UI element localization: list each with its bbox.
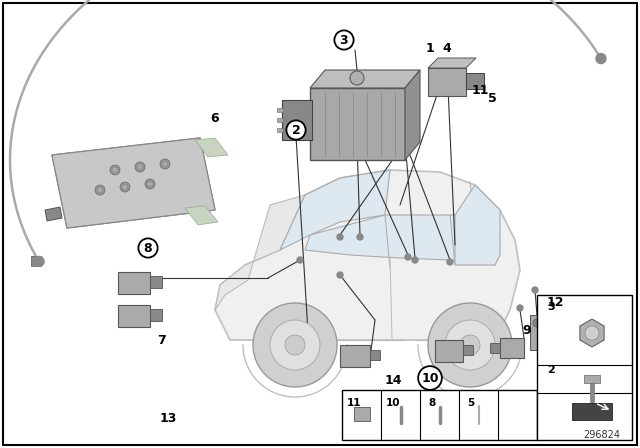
Bar [282,100,312,140]
Polygon shape [52,138,215,228]
Polygon shape [185,206,218,225]
Polygon shape [31,256,41,267]
Bar [584,375,600,383]
Text: 11: 11 [471,83,489,96]
Circle shape [160,159,170,169]
Text: 296824: 296824 [583,430,620,440]
Text: 5: 5 [467,398,474,408]
Text: 8: 8 [428,398,435,408]
Text: 7: 7 [157,333,166,346]
Bar [537,295,632,440]
Circle shape [135,162,145,172]
Circle shape [112,167,118,173]
Text: 8: 8 [144,241,152,254]
Polygon shape [572,403,612,420]
Circle shape [110,165,120,175]
Circle shape [253,303,337,387]
Bar [353,407,369,421]
Bar [340,345,370,367]
Circle shape [147,181,153,187]
Text: 5: 5 [488,91,497,104]
Circle shape [350,71,364,85]
Text: 2: 2 [292,124,300,137]
Text: 3: 3 [547,302,555,312]
Text: 4: 4 [443,42,451,55]
Circle shape [122,184,128,190]
Bar [277,108,283,112]
Bar [435,340,463,362]
Text: 2: 2 [547,365,555,375]
Bar [150,276,162,288]
Polygon shape [428,58,476,68]
Circle shape [405,254,411,260]
Bar [370,350,380,360]
Bar [342,390,537,440]
Text: 12: 12 [547,296,564,309]
Circle shape [137,164,143,170]
Bar [530,315,544,350]
Polygon shape [310,70,420,88]
Text: 11: 11 [346,398,361,408]
Polygon shape [215,195,305,310]
Circle shape [445,320,495,370]
Circle shape [517,305,523,311]
Bar [118,272,150,294]
Text: 9: 9 [523,323,531,336]
Text: 10: 10 [385,398,400,408]
Circle shape [120,182,130,192]
Circle shape [433,401,445,413]
Polygon shape [215,170,520,340]
Circle shape [428,303,512,387]
Circle shape [533,319,541,327]
Circle shape [532,287,538,293]
Text: 14: 14 [384,374,402,387]
Circle shape [357,234,363,240]
Circle shape [585,326,599,340]
Circle shape [447,259,453,265]
Circle shape [162,161,168,167]
Bar [428,68,466,96]
Circle shape [285,335,305,355]
Polygon shape [52,138,215,228]
Circle shape [145,179,155,189]
Circle shape [270,320,320,370]
Circle shape [412,257,418,263]
Text: 1: 1 [426,42,435,55]
Circle shape [95,185,105,195]
Bar [277,118,283,122]
Circle shape [460,335,480,355]
Circle shape [34,256,44,267]
Text: 13: 13 [159,412,177,425]
Circle shape [476,403,481,409]
Bar [490,343,500,353]
Bar [277,128,283,132]
Polygon shape [280,170,390,250]
Text: 3: 3 [340,34,348,47]
Bar [310,88,405,160]
Bar [466,73,484,89]
Polygon shape [305,215,500,265]
Polygon shape [455,185,500,265]
Polygon shape [405,70,420,160]
Circle shape [297,257,303,263]
Circle shape [337,272,343,278]
Bar [463,345,473,355]
Polygon shape [195,138,228,157]
Polygon shape [45,207,62,221]
Bar [500,338,524,358]
Circle shape [337,234,343,240]
Circle shape [97,187,103,193]
Circle shape [396,402,406,412]
Bar [118,305,150,327]
Circle shape [596,54,606,64]
Text: 6: 6 [211,112,220,125]
Bar [150,309,162,321]
Text: 10: 10 [421,371,439,384]
